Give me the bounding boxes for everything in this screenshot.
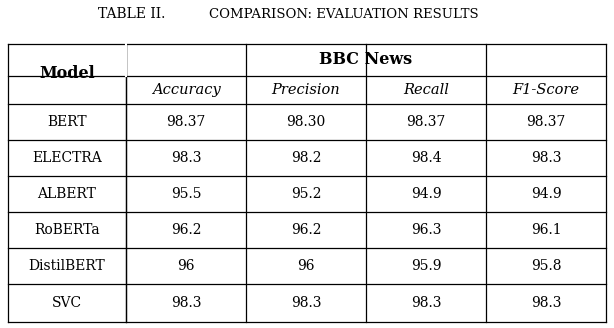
Text: 98.37: 98.37	[406, 115, 446, 129]
Text: 96: 96	[177, 259, 195, 273]
Text: 98.37: 98.37	[526, 115, 565, 129]
Text: 98.3: 98.3	[291, 296, 321, 310]
Text: 94.9: 94.9	[530, 187, 561, 201]
Text: 95.9: 95.9	[411, 259, 441, 273]
Text: F1-Score: F1-Score	[513, 83, 580, 97]
Text: ALBERT: ALBERT	[37, 187, 96, 201]
Text: 98.3: 98.3	[530, 296, 561, 310]
Text: Precision: Precision	[271, 83, 340, 97]
Text: BBC News: BBC News	[319, 51, 413, 69]
Text: 98.3: 98.3	[171, 151, 201, 165]
Text: TABLE II.: TABLE II.	[98, 7, 166, 21]
Text: 96: 96	[297, 259, 315, 273]
Text: 98.37: 98.37	[166, 115, 206, 129]
Text: 95.2: 95.2	[291, 187, 321, 201]
Text: Recall: Recall	[403, 83, 449, 97]
Text: Accuracy: Accuracy	[152, 83, 220, 97]
Text: 98.4: 98.4	[411, 151, 441, 165]
Text: 95.5: 95.5	[171, 187, 201, 201]
Text: SVC: SVC	[52, 296, 82, 310]
Text: 96.2: 96.2	[171, 223, 201, 237]
Text: Model: Model	[39, 66, 95, 83]
Text: RoBERTa: RoBERTa	[34, 223, 100, 237]
Text: 98.30: 98.30	[286, 115, 325, 129]
Text: BERT: BERT	[47, 115, 87, 129]
Text: 96.2: 96.2	[291, 223, 321, 237]
Text: 96.1: 96.1	[530, 223, 561, 237]
Text: 98.3: 98.3	[530, 151, 561, 165]
Text: DistilBERT: DistilBERT	[29, 259, 106, 273]
Text: COMPARISON: EVALUATION RESULTS: COMPARISON: EVALUATION RESULTS	[209, 8, 479, 20]
Text: 98.3: 98.3	[171, 296, 201, 310]
Text: ELECTRA: ELECTRA	[32, 151, 102, 165]
Text: 95.8: 95.8	[530, 259, 561, 273]
Text: 94.9: 94.9	[411, 187, 441, 201]
Text: 98.2: 98.2	[291, 151, 321, 165]
Text: 98.3: 98.3	[411, 296, 441, 310]
Text: 96.3: 96.3	[411, 223, 441, 237]
